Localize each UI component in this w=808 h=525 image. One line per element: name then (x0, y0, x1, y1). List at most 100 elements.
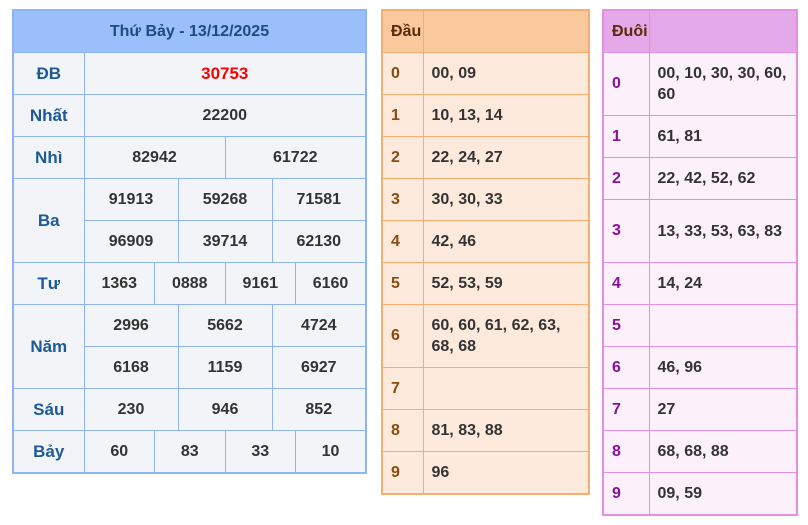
duoi-header: Đuôi (602, 9, 650, 53)
dau-digit: 1 (381, 94, 424, 137)
duoi-row: 8 68, 68, 88 (602, 430, 798, 473)
dau-row: 9 96 (381, 451, 590, 495)
duoi-values: 09, 59 (648, 472, 798, 516)
dau-values: 22, 24, 27 (422, 136, 590, 179)
prize-number: 82942 (83, 136, 226, 179)
duoi-values (648, 304, 798, 347)
prize-label: Năm (12, 304, 85, 389)
duoi-values: 61, 81 (648, 115, 798, 158)
prize-row: Nhì 82942 61722 (12, 136, 367, 179)
prize-label: Ba (12, 178, 85, 263)
dau-values: 30, 30, 33 (422, 178, 590, 221)
prize-number: 62130 (271, 220, 367, 263)
prize-label: ĐB (12, 52, 85, 95)
prize-row: Bảy 60 83 33 10 (12, 430, 367, 474)
prize-number: 2996 (83, 304, 179, 347)
dau-digit: 5 (381, 262, 424, 305)
duoi-digit: 1 (602, 115, 650, 158)
dau-digit: 0 (381, 52, 424, 95)
prize-number: 230 (83, 388, 179, 431)
prize-label: Sáu (12, 388, 85, 431)
dau-values: 81, 83, 88 (422, 409, 590, 452)
prize-label: Tư (12, 262, 85, 305)
prize-number: 5662 (177, 304, 273, 347)
dau-row: 3 30, 30, 33 (381, 178, 590, 221)
special-prize-number: 30753 (83, 52, 367, 95)
dau-values: 52, 53, 59 (422, 262, 590, 305)
dau-row: 5 52, 53, 59 (381, 262, 590, 305)
dau-digit: 9 (381, 451, 424, 495)
prize-number: 1159 (177, 346, 273, 389)
duoi-digit: 2 (602, 157, 650, 200)
prize-number: 10 (295, 430, 367, 474)
duoi-values: 46, 96 (648, 346, 798, 389)
dau-digit: 3 (381, 178, 424, 221)
duoi-row: 4 14, 24 (602, 262, 798, 305)
dau-digit: 8 (381, 409, 424, 452)
duoi-row: 7 27 (602, 388, 798, 431)
dau-values (422, 367, 590, 410)
prize-number: 61722 (224, 136, 367, 179)
dau-digit: 2 (381, 136, 424, 179)
prize-number: 91913 (83, 178, 179, 221)
duoi-digit: 3 (602, 199, 650, 263)
prize-row: ĐB 30753 (12, 52, 367, 95)
dau-row: 7 (381, 367, 590, 410)
duoi-header-empty (648, 9, 798, 53)
prize-number: 33 (224, 430, 296, 474)
prize-number: 60 (83, 430, 155, 474)
prize-number: 4724 (271, 304, 367, 347)
prize-row: 96909 39714 62130 (13, 220, 367, 263)
dau-values: 96 (422, 451, 590, 495)
prize-number: 71581 (271, 178, 367, 221)
duoi-row: 9 09, 59 (602, 472, 798, 516)
prize-number: 83 (154, 430, 226, 474)
prize-number: 6160 (295, 262, 367, 305)
results-title: Thứ Bảy - 13/12/2025 (12, 9, 367, 53)
prize-row: Năm 2996 5662 4724 (12, 304, 367, 389)
dau-values: 10, 13, 14 (422, 94, 590, 137)
prize-number: 59268 (177, 178, 273, 221)
dau-row: 6 60, 60, 61, 62, 63, 68, 68 (381, 304, 590, 368)
duoi-row: 1 61, 81 (602, 115, 798, 158)
prize-number: 0888 (154, 262, 226, 305)
prize-number: 39714 (177, 220, 273, 263)
dau-digit: 4 (381, 220, 424, 263)
duoi-table: Đuôi 0 00, 10, 30, 30, 60, 60 1 61, 81 2 22, … (602, 9, 798, 516)
duoi-values: 22, 42, 52, 62 (648, 157, 798, 200)
dau-values: 00, 09 (422, 52, 590, 95)
duoi-values: 13, 33, 53, 63, 83 (648, 199, 798, 263)
dau-header: Đầu (381, 9, 424, 53)
duoi-row: 5 (602, 304, 798, 347)
dau-row: 1 10, 13, 14 (381, 94, 590, 137)
prize-number: 9161 (224, 262, 296, 305)
prize-label: Nhất (12, 94, 85, 137)
duoi-digit: 9 (602, 472, 650, 516)
prize-row: Nhất 22200 (12, 94, 367, 137)
prize-number: 6927 (271, 346, 367, 389)
prize-row: Tư 1363 0888 9161 6160 (12, 262, 367, 305)
duoi-digit: 4 (602, 262, 650, 305)
dau-table: Đầu 0 00, 09 1 10, 13, 14 2 22, 24, 27 3 30, 30… (381, 9, 590, 495)
duoi-digit: 8 (602, 430, 650, 473)
duoi-digit: 0 (602, 52, 650, 116)
dau-values: 42, 46 (422, 220, 590, 263)
dau-row: 2 22, 24, 27 (381, 136, 590, 179)
dau-digit: 7 (381, 367, 424, 410)
duoi-row: 2 22, 42, 52, 62 (602, 157, 798, 200)
prize-number: 22200 (83, 94, 367, 137)
prize-number: 852 (271, 388, 367, 431)
duoi-values: 00, 10, 30, 30, 60, 60 (648, 52, 798, 116)
dau-row: 4 42, 46 (381, 220, 590, 263)
duoi-digit: 7 (602, 388, 650, 431)
results-table: Thứ Bảy - 13/12/2025 ĐB 30753 Nhất 22200 Nhì… (12, 9, 367, 474)
prize-number: 946 (177, 388, 273, 431)
dau-header-empty (422, 9, 590, 53)
duoi-row: 3 13, 33, 53, 63, 83 (602, 199, 798, 263)
duoi-values: 27 (648, 388, 798, 431)
prize-row: Ba 91913 59268 71581 (12, 178, 367, 263)
duoi-digit: 6 (602, 346, 650, 389)
duoi-digit: 5 (602, 304, 650, 347)
prize-number: 96909 (83, 220, 179, 263)
prize-number: 6168 (83, 346, 179, 389)
